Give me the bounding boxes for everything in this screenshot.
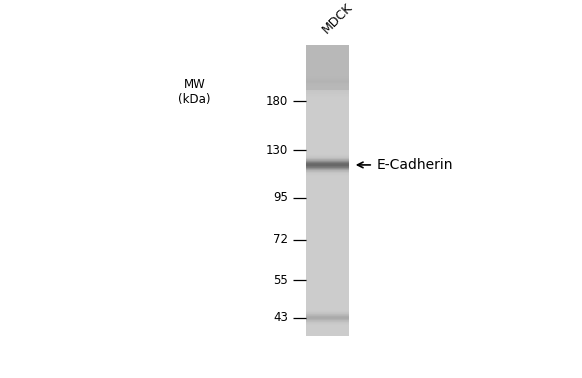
- Text: 55: 55: [273, 274, 288, 287]
- Text: MW
(kDa): MW (kDa): [178, 78, 211, 106]
- Text: 95: 95: [273, 191, 288, 204]
- Text: MDCK: MDCK: [320, 1, 355, 36]
- Text: 72: 72: [273, 233, 288, 246]
- Text: 43: 43: [273, 311, 288, 324]
- Text: 180: 180: [265, 94, 288, 107]
- Text: E-Cadherin: E-Cadherin: [377, 158, 453, 172]
- Text: 130: 130: [265, 144, 288, 157]
